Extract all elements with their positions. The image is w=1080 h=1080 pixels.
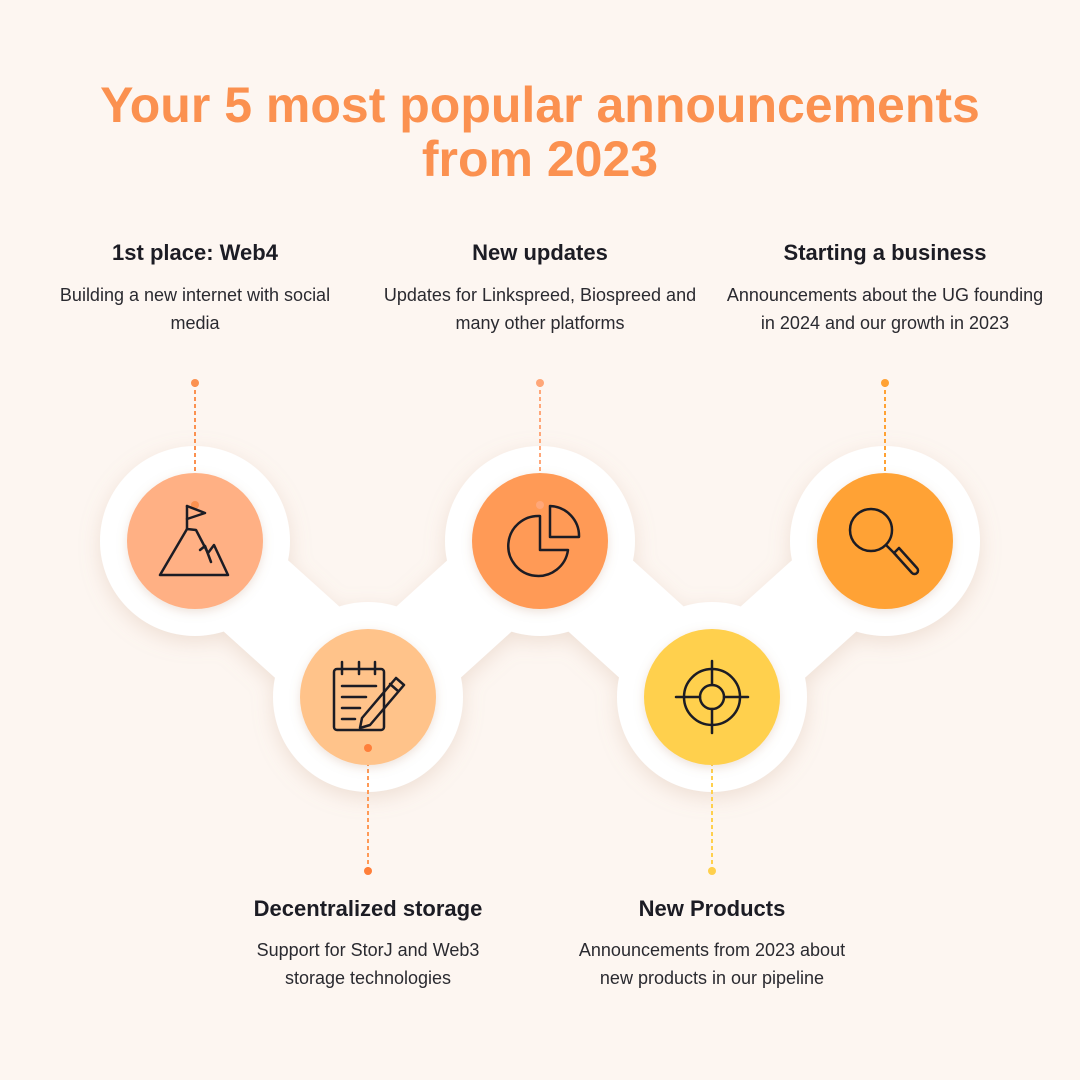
crosshair-target-icon [674, 659, 750, 735]
circle-business [817, 473, 953, 609]
heading-web4: 1st place: Web4 [112, 240, 278, 265]
circle-storage [300, 629, 436, 765]
page-title: Your 5 most popular announcements from 2… [0, 78, 1080, 186]
desc-updates: Updates for Linkspreed, Biospreed and ma… [383, 285, 697, 333]
heading-business: Starting a business [783, 240, 987, 265]
circle-products [644, 629, 780, 765]
pie-chart-icon [507, 504, 581, 578]
heading-updates: New updates [472, 240, 608, 265]
title-line-1: Your 5 most popular announcements [100, 77, 980, 133]
desc-web4: Building a new internet with social medi… [59, 285, 331, 333]
notepad-pencil-icon [332, 660, 406, 732]
circle-web4 [127, 473, 263, 609]
desc-products: Announcements from 2023 about new produc… [578, 940, 846, 988]
magnifier-icon [848, 507, 920, 576]
heading-products: New Products [638, 896, 786, 921]
desc-storage: Support for StorJ and Web3 storage techn… [256, 940, 480, 988]
title-line-2: from 2023 [421, 131, 659, 187]
desc-business: Announcements about the UG founding in 2… [726, 285, 1044, 333]
mountain-flag-icon [158, 504, 230, 577]
heading-storage: Decentralized storage [253, 896, 483, 921]
